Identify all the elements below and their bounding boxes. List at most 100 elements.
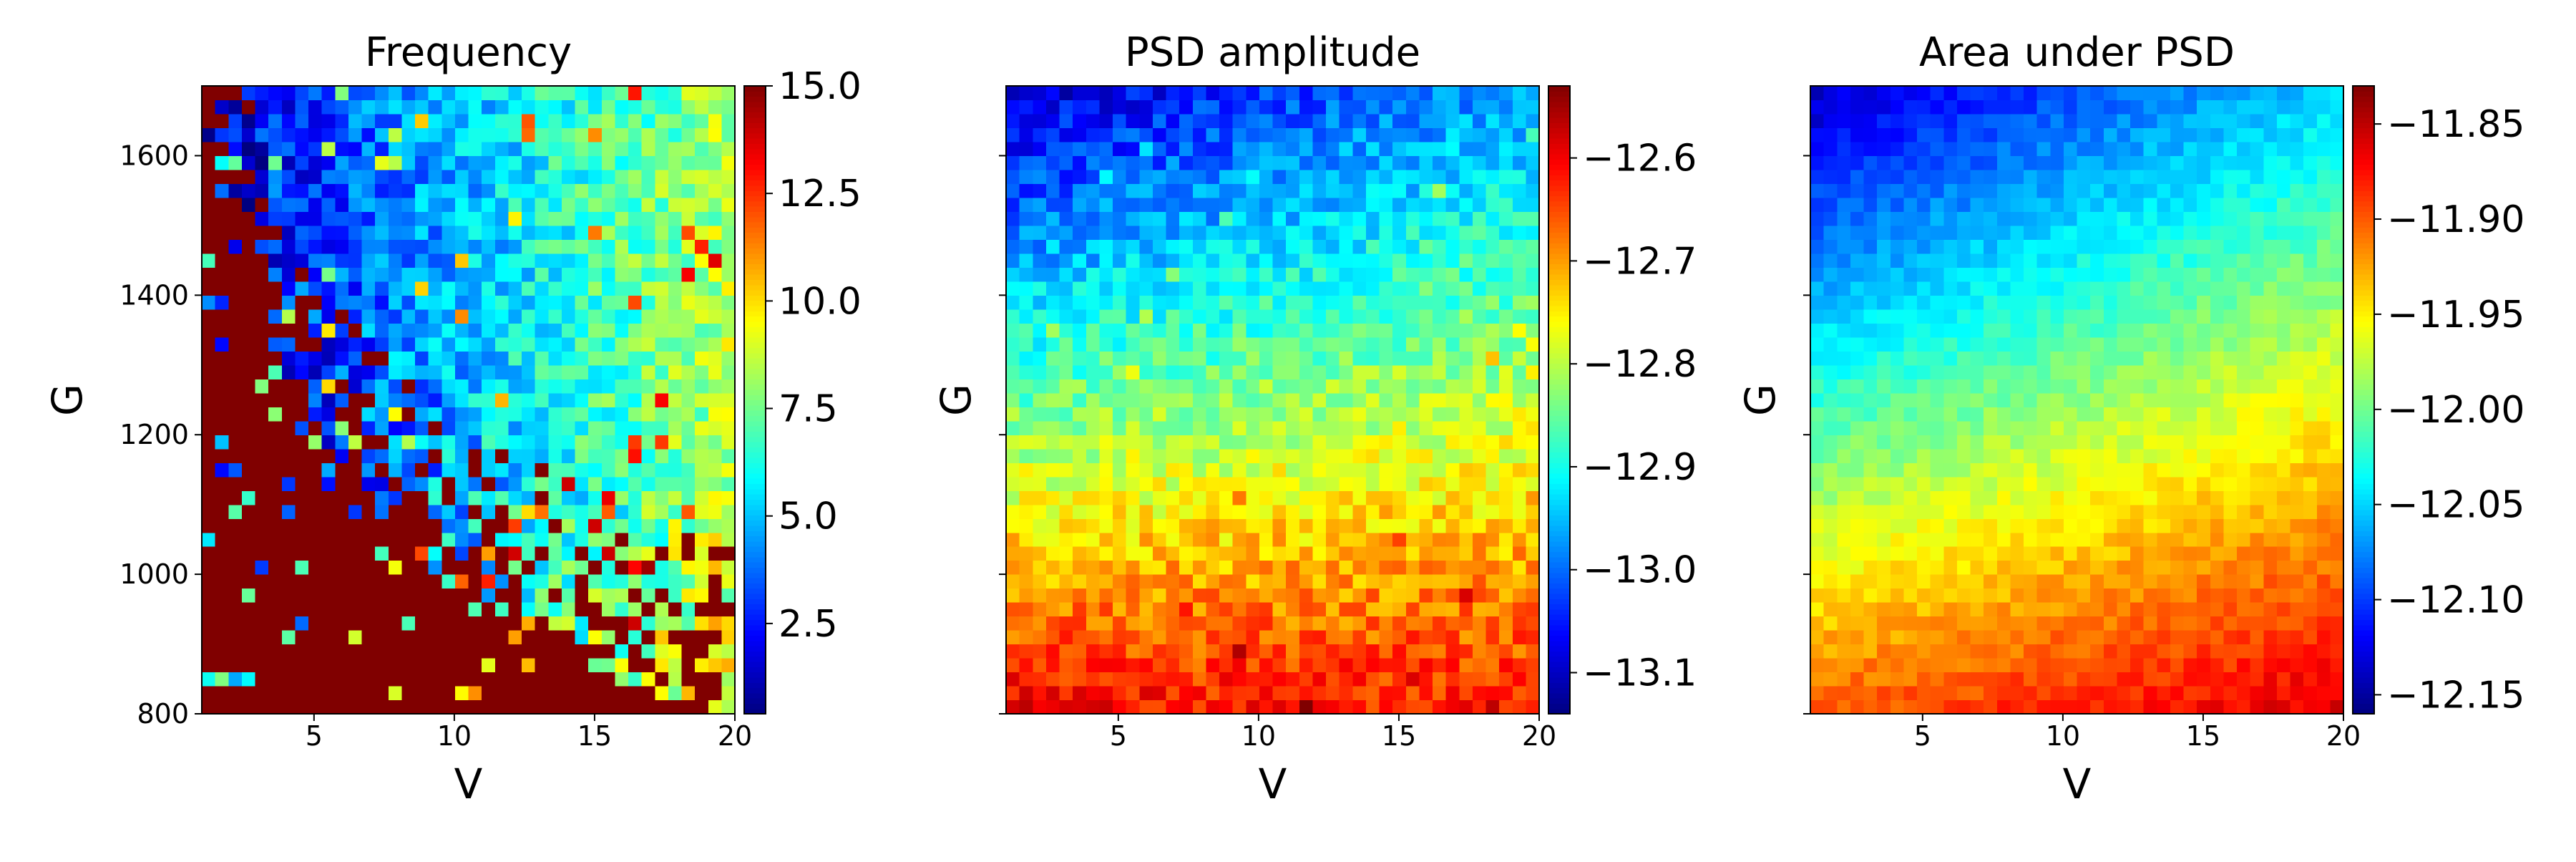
heatmap-cell: [1971, 616, 1984, 631]
heatmap-cell: [1126, 198, 1140, 212]
heatmap-cell: [268, 253, 282, 268]
heatmap-cell: [1006, 518, 1020, 533]
heatmap-cell: [708, 686, 722, 700]
heatmap-cell: [1179, 435, 1193, 449]
heatmap-cell: [469, 365, 482, 379]
heatmap-cell: [1233, 127, 1246, 142]
heatmap-cell: [295, 211, 308, 226]
heatmap-cell: [1312, 239, 1326, 253]
heatmap-cell: [1326, 700, 1340, 715]
heatmap-cell: [708, 114, 722, 128]
heatmap-cell: [1366, 170, 1380, 184]
heatmap-cell: [1259, 211, 1273, 226]
heatmap-cell: [1312, 407, 1326, 421]
heatmap-cell: [1020, 295, 1033, 309]
heatmap-cell: [721, 644, 735, 659]
heatmap-cell: [255, 295, 269, 309]
heatmap-cell: [1286, 421, 1299, 435]
heatmap-cell: [1810, 421, 1824, 435]
heatmap-cell: [2144, 337, 2157, 352]
heatmap-cell: [2090, 686, 2104, 700]
heatmap-cell: [1006, 379, 1020, 393]
heatmap-cell: [1312, 421, 1326, 435]
heatmap-cell: [1166, 589, 1180, 603]
heatmap-cell: [535, 365, 549, 379]
heatmap-cell: [469, 127, 482, 142]
colorbar-segment: [744, 557, 766, 563]
heatmap-cell: [1126, 672, 1140, 687]
heatmap-cell: [535, 198, 549, 212]
heatmap-cell: [1340, 616, 1353, 631]
heatmap-cell: [522, 449, 535, 463]
heatmap-cell: [655, 295, 668, 309]
heatmap-cell: [242, 463, 255, 477]
heatmap-cell: [441, 561, 455, 575]
heatmap-cell: [668, 407, 682, 421]
heatmap-cell: [602, 686, 615, 700]
heatmap-cell: [2277, 630, 2290, 644]
heatmap-cell: [389, 546, 402, 561]
heatmap-cell: [1179, 267, 1193, 281]
heatmap-cell: [1366, 602, 1380, 616]
heatmap-cell: [1246, 463, 1259, 477]
heatmap-cell: [548, 672, 562, 687]
heatmap-cell: [1499, 672, 1513, 687]
heatmap-cell: [1340, 477, 1353, 491]
heatmap-cell: [2130, 672, 2144, 687]
heatmap-cell: [335, 142, 348, 156]
heatmap-cell: [1997, 490, 2011, 505]
heatmap-cell: [2303, 379, 2317, 393]
heatmap-cell: [455, 295, 469, 309]
heatmap-cell: [1903, 518, 1917, 533]
heatmap-cell: [2263, 365, 2277, 379]
heatmap-cell: [1486, 226, 1500, 240]
heatmap-cell: [1419, 449, 1433, 463]
heatmap-cell: [495, 630, 509, 644]
heatmap-cell: [242, 616, 255, 631]
heatmap-cell: [1033, 435, 1046, 449]
heatmap-cell: [295, 379, 308, 393]
heatmap-cell: [1020, 393, 1033, 407]
heatmap-cell: [575, 253, 589, 268]
heatmap-cell: [575, 309, 589, 324]
heatmap-cell: [642, 323, 655, 337]
heatmap-cell: [2237, 686, 2250, 700]
heatmap-cell: [1286, 351, 1299, 365]
heatmap-cell: [588, 616, 602, 631]
heatmap-cell: [1179, 309, 1193, 324]
heatmap-cell: [1984, 686, 1997, 700]
heatmap-cell: [2197, 505, 2210, 519]
heatmap-cell: [1273, 589, 1287, 603]
heatmap-cell: [268, 337, 282, 352]
heatmap-cell: [1366, 379, 1380, 393]
heatmap-cell: [548, 393, 562, 407]
heatmap-cell: [2130, 365, 2144, 379]
heatmap-cell: [2157, 379, 2170, 393]
heatmap-cell: [1446, 589, 1460, 603]
heatmap-cell: [1299, 267, 1313, 281]
heatmap-cell: [415, 589, 429, 603]
heatmap-cell: [1513, 393, 1526, 407]
heatmap-cell: [255, 686, 269, 700]
heatmap-cell: [1526, 463, 1539, 477]
heatmap-cell: [1984, 421, 1997, 435]
heatmap-cell: [602, 435, 615, 449]
colorbar-segment: [744, 195, 766, 201]
heatmap-cell: [1166, 700, 1180, 715]
heatmap-cell: [1153, 602, 1166, 616]
heatmap-cell: [1113, 114, 1126, 128]
colorbar-segment: [744, 190, 766, 196]
heatmap-cell: [2303, 561, 2317, 575]
heatmap-cell: [508, 518, 522, 533]
heatmap-cell: [215, 700, 229, 715]
colorbar-segment: [1548, 478, 1570, 484]
heatmap-cell: [1943, 686, 1957, 700]
heatmap-cell: [682, 490, 696, 505]
heatmap-cell: [1446, 630, 1460, 644]
heatmap-cell: [1352, 686, 1366, 700]
heatmap-cell: [348, 379, 362, 393]
heatmap-cell: [615, 337, 628, 352]
heatmap-cell: [2210, 686, 2224, 700]
heatmap-cell: [308, 281, 322, 296]
heatmap-cell: [1917, 351, 1931, 365]
